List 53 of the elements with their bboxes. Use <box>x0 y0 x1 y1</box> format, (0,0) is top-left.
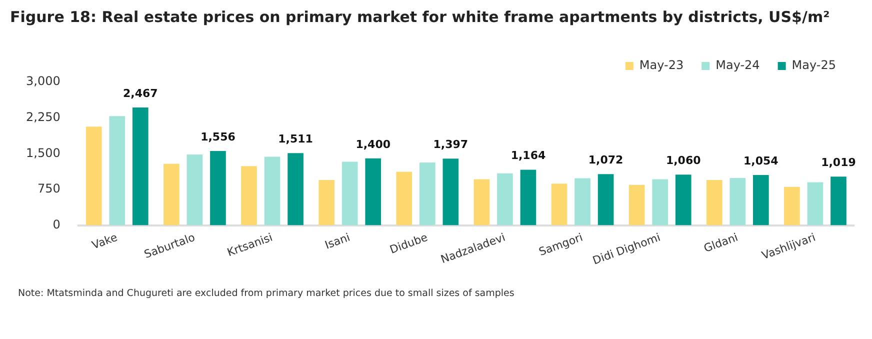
data-label: 2,467 <box>123 86 158 100</box>
data-label: 1,054 <box>744 154 779 168</box>
data-label: 1,164 <box>510 149 546 162</box>
bar <box>807 182 824 226</box>
legend-label: May-24 <box>716 58 760 72</box>
bar <box>396 172 412 226</box>
data-label: 1,060 <box>666 154 702 168</box>
text: Note: Mtatsminda and Chugureti are excluded from primary market prices due to small sizes of samples <box>18 288 516 299</box>
y-tick-label: 2,250 <box>26 110 60 124</box>
bar <box>264 156 280 226</box>
bar <box>241 166 257 226</box>
bar <box>288 153 304 226</box>
bar <box>784 186 800 226</box>
bar <box>520 170 536 226</box>
bar <box>132 107 148 226</box>
y-tick-label: 750 <box>37 182 60 196</box>
bar <box>574 178 590 226</box>
bar <box>186 154 203 226</box>
bar <box>365 158 382 226</box>
legend-label: May-23 <box>639 58 684 72</box>
bar <box>628 184 645 226</box>
chart-title: Figure 18: Real estate prices on primary market for white frame apartments by districts, US$/m² <box>10 8 831 26</box>
bar <box>675 174 692 226</box>
bar <box>210 150 226 226</box>
bar <box>730 178 746 226</box>
bar <box>419 162 436 226</box>
x-tick-label: Vake <box>90 230 120 252</box>
bar <box>318 180 334 226</box>
bar <box>551 184 568 226</box>
data-label: 1,397 <box>433 138 468 151</box>
bar <box>342 162 358 226</box>
bar <box>86 126 102 226</box>
bar <box>164 164 180 226</box>
bar <box>497 173 513 226</box>
x-tick-label: Isani <box>323 230 352 252</box>
data-label: 1,511 <box>278 132 313 146</box>
bar <box>598 174 614 226</box>
bar <box>474 179 490 226</box>
legend-label: May-25 <box>792 58 836 72</box>
y-tick-label: 0 <box>52 217 60 232</box>
data-label: 1,556 <box>200 130 236 144</box>
data-label: 1,019 <box>821 156 856 169</box>
bar <box>706 180 722 226</box>
bar <box>830 176 846 226</box>
bar <box>753 174 769 226</box>
bar <box>652 179 668 226</box>
bar <box>442 158 459 226</box>
x-tick-label: Didube <box>388 230 430 256</box>
y-tick-label: 3,000 <box>26 74 60 88</box>
y-tick-label: 1,500 <box>26 146 60 160</box>
bar <box>109 116 126 226</box>
data-label: 1,072 <box>588 153 624 166</box>
data-label: 1,400 <box>356 138 391 151</box>
